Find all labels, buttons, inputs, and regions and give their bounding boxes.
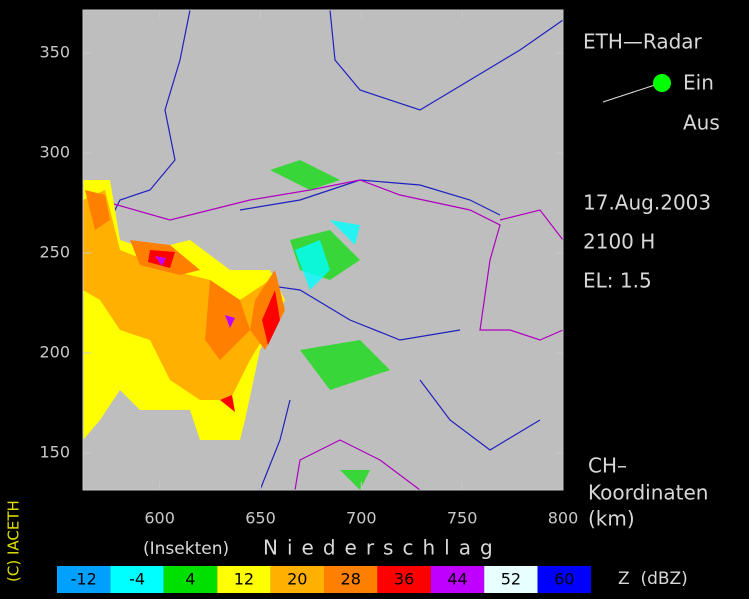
colorbar-swatch [484,566,538,593]
colorbar-label: 4 [185,570,195,589]
river [239,179,501,216]
title: ETH—Radar [583,30,703,54]
colorbar-swatch [110,566,164,593]
y-tick-label: 150 [39,443,70,462]
colorbar-label: 28 [341,570,361,589]
switch-line [602,83,659,103]
echo [85,190,285,360]
elevation: EL: 1.5 [583,269,652,293]
x-tick-label: 750 [447,509,478,528]
colorbar-label: -12 [71,570,97,589]
river [329,9,564,111]
off-label[interactable]: Aus [683,111,720,135]
colorbar-label: 52 [501,570,521,589]
y-tick-label: 350 [39,43,70,62]
x-tick-label: 700 [346,509,377,528]
border [294,439,421,491]
colorbar-swatch [163,566,218,593]
colorbar-label: 60 [554,570,574,589]
border [499,209,564,241]
y-tick-label: 300 [39,143,70,162]
colorbar-swatch [537,566,591,593]
echo [295,220,360,290]
colorbar-swatch [377,566,431,593]
colorbar-swatch [430,566,485,593]
colorbar: -12 -4 4 12 20 28 36 44 52 60 [57,566,591,593]
coords-label: Koordinaten [588,481,708,505]
axes: 600 650 700 750 800 150 200 250 300 350 [39,10,578,528]
y-tick-label: 200 [39,343,70,362]
on-label[interactable]: Ein [683,71,714,95]
coords-label: CH– [588,454,627,478]
river [259,379,541,491]
x-tick-label: 650 [245,509,276,528]
legend-right-label: Niederschlag [263,536,502,560]
border [99,179,564,341]
colorbar-label: 12 [234,570,254,589]
legend-unit: Z (dBZ) [618,569,688,589]
on-indicator [653,74,671,92]
echo [270,160,390,490]
x-tick-label: 600 [144,509,175,528]
plot-frame [82,9,564,491]
colorbar-swatch [57,566,111,593]
legend-left-label: (Insekten) [143,539,229,559]
echo [155,256,235,328]
coords-label: (km) [588,507,635,531]
colorbar-swatch [324,566,378,593]
copyright: (C) IACETH [5,500,23,582]
colorbar-label: -4 [129,570,145,589]
echoes [83,160,390,490]
colorbar-label: 20 [287,570,307,589]
y-tick-label: 250 [39,243,70,262]
colorbar-label: 44 [447,570,467,589]
colorbar-swatch [217,566,271,593]
date: 17.Aug.2003 [583,191,711,215]
time: 2100 H [583,230,655,254]
colorbar-label: 36 [394,570,414,589]
x-tick-label: 800 [548,509,579,528]
colorbar-swatch [270,566,324,593]
